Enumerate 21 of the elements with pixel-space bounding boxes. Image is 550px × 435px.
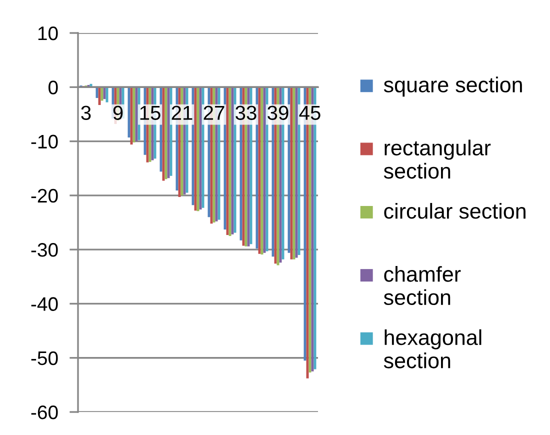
x-tick-label: 45	[299, 106, 320, 120]
x-tick-label: 15	[140, 106, 160, 120]
legend-label: square section	[384, 76, 522, 97]
x-tick-label: 33	[236, 106, 256, 120]
y-tick-label: 0	[48, 80, 58, 94]
legend-label: rectangular section	[384, 140, 491, 179]
y-tick-label: -10	[31, 134, 58, 149]
x-tick-label: 27	[204, 106, 224, 120]
y-tick-label: 10	[38, 26, 58, 40]
x-tick-label: 3	[81, 106, 91, 120]
y-tick-label: -30	[31, 243, 58, 257]
x-tick-label: 21	[172, 106, 192, 120]
legend-label: chamfer section	[384, 266, 461, 306]
x-tick-label: 39	[268, 106, 288, 120]
x-tick-label: 9	[113, 106, 123, 120]
y-tick-label: -40	[31, 297, 58, 311]
y-tick-label: -60	[31, 405, 58, 420]
y-tick-label: -50	[31, 351, 58, 366]
legend-label: hexagonal section	[384, 329, 482, 368]
legend-label: circular section	[384, 202, 526, 219]
y-tick-label: -20	[31, 188, 58, 203]
